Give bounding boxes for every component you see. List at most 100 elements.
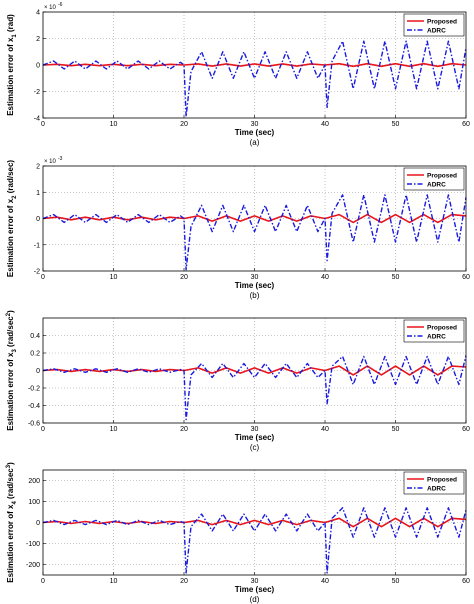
legend-entry-proposed: Proposed (427, 477, 457, 484)
chart-panel-d: 0 10 20 30 40 50 60 -200 -100 0 100 200 Time (sec)(d… (6, 462, 470, 604)
y-exponent-label: × 10 (44, 5, 57, 11)
y-tick-label: -4 (34, 116, 40, 123)
legend-entry-proposed: Proposed (427, 325, 457, 332)
legend-entry-proposed: Proposed (427, 173, 457, 180)
y-axis-title-part: 3 (12, 349, 18, 353)
panel-label: (a) (250, 138, 260, 147)
y-axis-title: Estimation error of x3 (rad/sec2) (6, 310, 18, 431)
x-tick-label: 40 (321, 426, 329, 433)
x-tick-label: 20 (180, 578, 188, 585)
y-tick-label: -0.4 (28, 403, 40, 410)
y-exponent-power: -6 (58, 2, 63, 8)
chart-panel-c: 0 10 20 30 40 50 60 -0.6 -0.4 -0.2 0 0.2 0.4 Time (se… (6, 310, 470, 452)
x-tick-label: 50 (392, 274, 400, 281)
x-tick-label: 60 (462, 274, 470, 281)
y-axis-title-part: 2 (12, 195, 18, 199)
panel-label: (b) (250, 291, 260, 300)
x-axis-title: Time (sec) (235, 433, 275, 442)
legend: Proposed ADRC (403, 319, 465, 343)
x-tick-label: 10 (110, 274, 118, 281)
x-tick-label: 20 (180, 426, 188, 433)
x-tick-label: 10 (110, 121, 118, 128)
legend-entry-proposed: Proposed (427, 19, 457, 26)
y-tick-label: 2 (36, 164, 40, 171)
y-tick-label: -0.6 (28, 421, 40, 428)
y-tick-label: 4 (36, 10, 40, 17)
x-tick-label: 60 (462, 578, 470, 585)
y-exponent-label: × 10 (44, 159, 57, 165)
y-tick-label: 0 (36, 368, 40, 375)
legend-entry-adrc: ADRC (427, 334, 446, 341)
legend-entry-adrc: ADRC (427, 486, 446, 493)
y-exponent-power: -3 (58, 156, 63, 162)
x-tick-label: 30 (251, 426, 259, 433)
y-tick-label: -200 (26, 562, 40, 569)
y-axis-title-part: 4 (12, 501, 18, 505)
y-axis-title-part: (rad) (6, 14, 15, 32)
chart-panel-a: 0 10 20 30 40 50 60 -4 -2 0 2 4 × 10 -6 Time (sec)(a) E… (6, 2, 470, 147)
y-axis-title-part: (rad/sec (6, 468, 15, 499)
y-tick-label: 0 (36, 63, 40, 70)
y-tick-label: 0 (36, 520, 40, 527)
x-tick-label: 20 (180, 121, 188, 128)
x-tick-label: 10 (110, 426, 118, 433)
x-tick-label: 0 (41, 121, 45, 128)
x-tick-label: 0 (41, 274, 45, 281)
y-axis-title-part: Estimation error of x (6, 504, 15, 583)
y-tick-label: 0.2 (30, 351, 40, 358)
y-tick-label: 0.4 (30, 333, 40, 340)
y-axis-title: Estimation error of x4 (rad/sec3) (6, 462, 18, 583)
y-tick-label: -2 (34, 269, 40, 276)
legend: Proposed ADRC (403, 471, 465, 495)
x-tick-label: 30 (251, 121, 259, 128)
y-axis-title-sup: 3 (6, 464, 12, 468)
x-tick-label: 40 (321, 578, 329, 585)
y-axis-title-part: 1 (12, 34, 18, 38)
y-tick-label: -1 (34, 242, 40, 249)
panel-label: (c) (250, 443, 260, 452)
x-tick-label: 50 (392, 426, 400, 433)
y-tick-label: 0 (36, 216, 40, 223)
x-tick-label: 20 (180, 274, 188, 281)
legend: Proposed ADRC (403, 13, 465, 37)
y-tick-label: 2 (36, 36, 40, 43)
x-tick-label: 0 (41, 426, 45, 433)
y-axis-title-part: Estimation error of x (6, 352, 15, 431)
legend-entry-adrc: ADRC (427, 28, 446, 35)
series-line-adrc (42, 507, 467, 574)
x-tick-label: 60 (462, 121, 470, 128)
series-line-adrc (42, 40, 467, 118)
y-axis-title: Estimation error of x2 (rad/sec) (6, 160, 18, 278)
series-line-adrc (42, 355, 467, 421)
x-axis-title: Time (sec) (235, 281, 275, 290)
chart-panel-b: 0 10 20 30 40 50 60 -2 -1 0 1 2 × 10 -3 Time (sec)(b) E… (6, 156, 470, 300)
legend: Proposed ADRC (403, 167, 465, 191)
panel-label: (d) (250, 595, 260, 604)
x-tick-label: 10 (110, 578, 118, 585)
x-axis-title: Time (sec) (235, 128, 275, 137)
y-axis-title-part: Estimation error of x (6, 37, 15, 116)
x-tick-label: 50 (392, 578, 400, 585)
y-tick-label: 200 (28, 478, 40, 485)
x-tick-label: 30 (251, 578, 259, 585)
legend-entry-adrc: ADRC (427, 182, 446, 189)
series-line-adrc (42, 194, 467, 271)
x-axis-title: Time (sec) (235, 585, 275, 594)
y-axis-title-part: Estimation error of x (6, 198, 15, 277)
y-tick-label: 1 (36, 190, 40, 197)
y-tick-label: -100 (26, 541, 40, 548)
y-tick-label: 100 (28, 499, 40, 506)
y-axis-title-sup: 2 (6, 312, 12, 316)
y-axis-title: Estimation error of x1 (rad) (6, 14, 18, 116)
x-tick-label: 0 (41, 578, 45, 585)
x-tick-label: 50 (392, 121, 400, 128)
x-tick-label: 60 (462, 426, 470, 433)
x-tick-label: 40 (321, 121, 329, 128)
y-tick-label: -0.2 (28, 386, 40, 393)
y-tick-label: -2 (34, 89, 40, 96)
x-tick-label: 30 (251, 274, 259, 281)
y-axis-title-part: (rad/sec) (6, 160, 15, 194)
x-tick-label: 40 (321, 274, 329, 281)
y-axis-title-part: (rad/sec (6, 316, 15, 347)
